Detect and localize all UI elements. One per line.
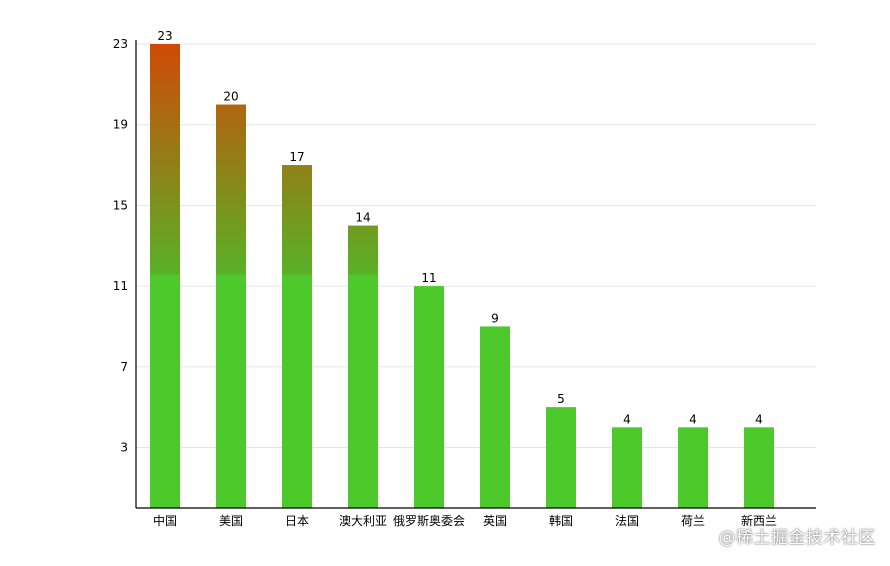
bar-7: [546, 407, 576, 508]
x-tick-label: 澳大利亚: [339, 514, 387, 528]
y-tick-label: 23: [113, 37, 128, 51]
bar-value-label: 14: [355, 211, 370, 225]
y-tick-label: 7: [120, 360, 128, 374]
watermark-text: @稀土掘金技术社区: [718, 528, 876, 548]
bar-value-label: 9: [491, 311, 499, 325]
bar-value-label: 11: [421, 271, 436, 285]
axes: [135, 40, 816, 509]
bar-value-label: 4: [623, 412, 631, 426]
y-tick-label: 3: [120, 440, 128, 454]
bars: [150, 44, 774, 509]
x-tick-label: 美国: [219, 514, 243, 528]
bar-1: [150, 44, 180, 508]
y-tick-label: 19: [113, 118, 128, 132]
bar-5: [414, 286, 444, 508]
bar-8: [612, 427, 642, 508]
bar-value-label: 4: [689, 412, 697, 426]
bar-value-label: 23: [157, 29, 172, 43]
x-tick-label: 中国: [153, 513, 177, 528]
bar-10: [744, 427, 774, 508]
x-tick-label: 新西兰: [741, 513, 777, 528]
bar-2: [216, 104, 246, 509]
bar-9: [678, 427, 708, 508]
y-tick-label: 11: [113, 279, 128, 293]
x-tick-label: 英国: [483, 514, 507, 528]
x-tick-label: 韩国: [549, 513, 573, 528]
bar-value-label: 4: [755, 412, 763, 426]
x-tick-label: 荷兰: [681, 514, 705, 528]
bar-value-label: 17: [289, 150, 304, 164]
x-tick-label: 日本: [285, 514, 309, 528]
bar-6: [480, 326, 510, 508]
x-tick-label: 法国: [615, 514, 639, 528]
bar-value-label: 5: [557, 392, 565, 406]
x-tick-label: 俄罗斯奥委会: [393, 514, 465, 528]
bar-value-label: 20: [223, 90, 238, 104]
labels: 3 7 11 15 19 23 23 中国 20 美国 17 日本 14 澳大利亚 11 俄罗斯奥委会 9 英国 5…: [113, 29, 777, 528]
bar-4: [348, 225, 378, 508]
bar-3: [282, 165, 312, 509]
y-tick-label: 15: [113, 198, 128, 212]
